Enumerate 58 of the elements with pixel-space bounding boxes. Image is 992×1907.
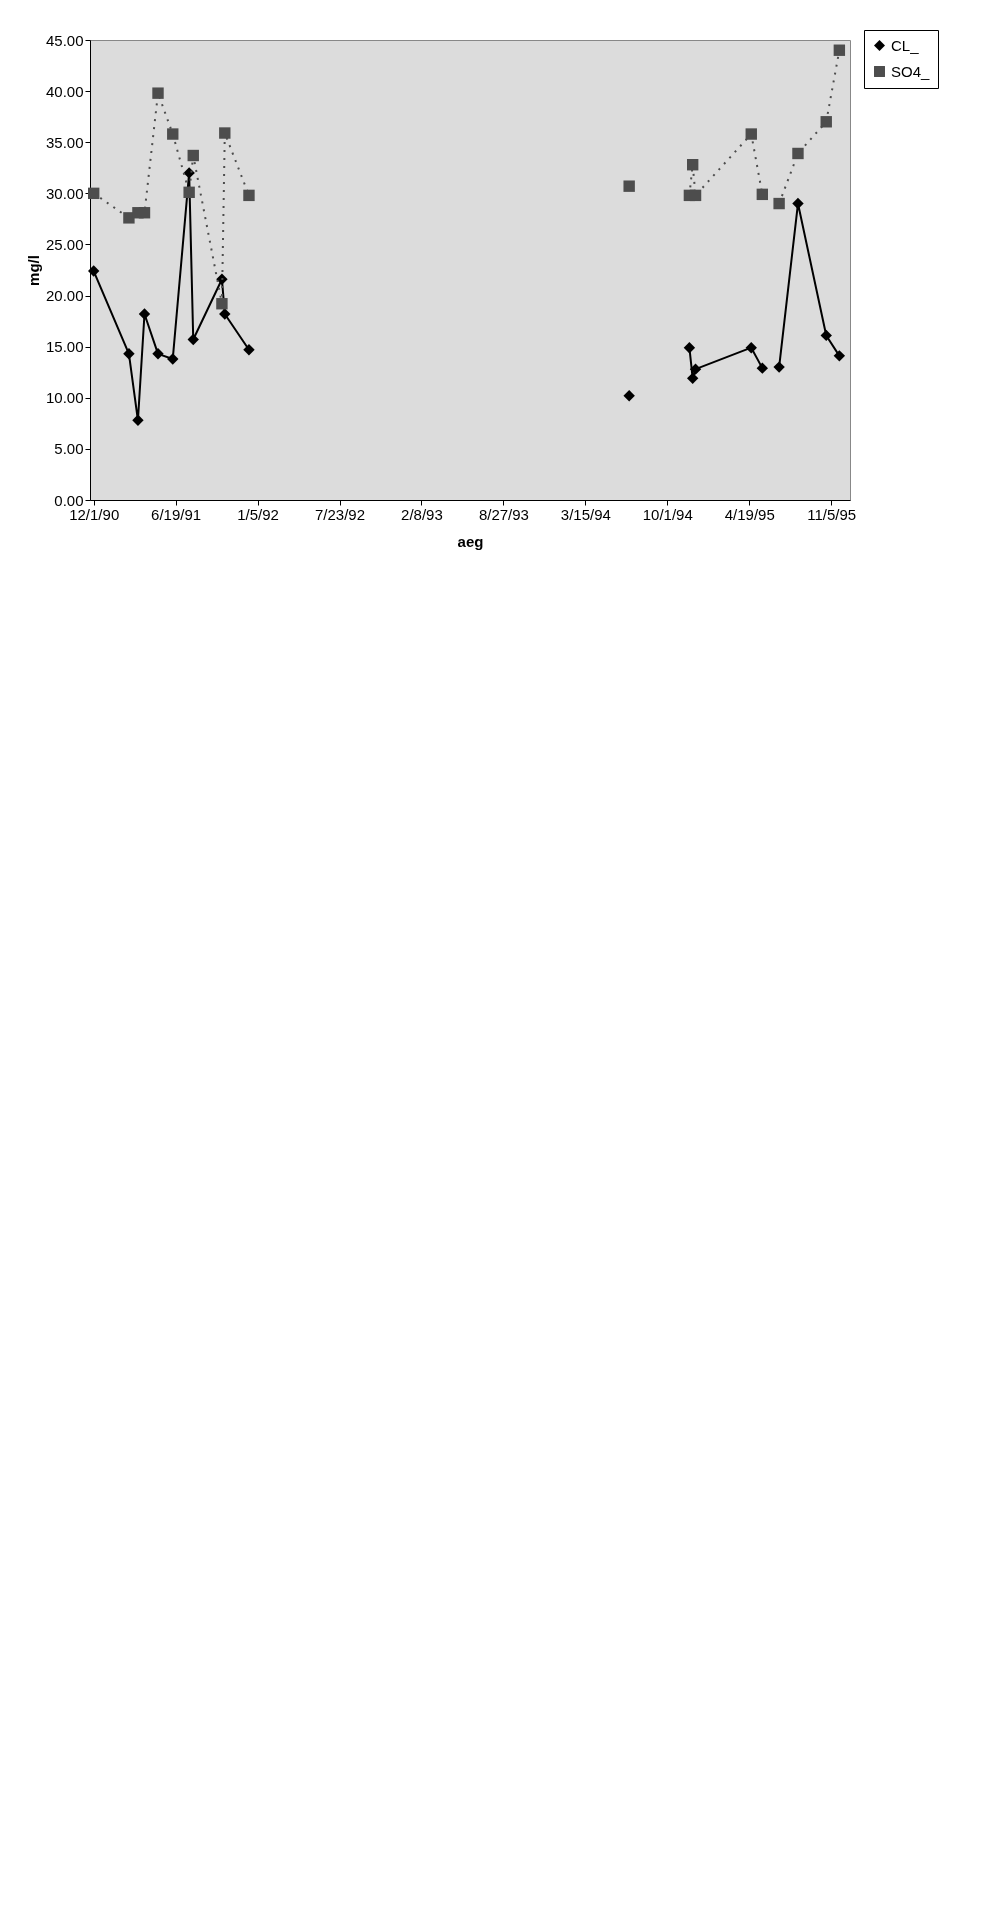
point bbox=[132, 414, 144, 426]
y-axis-title: mg/l bbox=[24, 255, 42, 286]
y-tick-label: 40.00 bbox=[45, 82, 84, 100]
point bbox=[686, 372, 699, 385]
x-tick-label: 1/5/92 bbox=[237, 505, 279, 523]
point bbox=[87, 187, 100, 200]
y-tick-label: 5.00 bbox=[54, 440, 84, 458]
point bbox=[745, 341, 757, 354]
point bbox=[243, 344, 255, 356]
point bbox=[689, 363, 702, 375]
legend-label: CL_ bbox=[891, 36, 920, 54]
point bbox=[773, 197, 785, 210]
point bbox=[773, 361, 785, 373]
x-tick-label: 4/19/95 bbox=[724, 505, 775, 523]
point bbox=[243, 189, 255, 202]
point bbox=[820, 116, 832, 128]
point bbox=[152, 348, 164, 360]
y-tick-label: 20.00 bbox=[45, 287, 84, 305]
point bbox=[686, 159, 699, 171]
point bbox=[167, 353, 179, 365]
point bbox=[745, 128, 757, 140]
x-tick-label: 10/1/94 bbox=[642, 505, 693, 523]
point bbox=[623, 390, 635, 402]
point bbox=[833, 350, 846, 362]
point bbox=[219, 308, 231, 320]
point bbox=[756, 188, 769, 201]
x-tick-label: 2/8/93 bbox=[401, 505, 443, 523]
point bbox=[820, 329, 832, 342]
point bbox=[683, 341, 696, 354]
y-tick-label: 10.00 bbox=[45, 389, 84, 407]
x-tick-label: 3/15/94 bbox=[560, 505, 611, 523]
x-tick-label: 8/27/93 bbox=[478, 505, 529, 523]
point bbox=[138, 207, 151, 219]
point bbox=[87, 265, 100, 277]
x-tick-label: 6/19/91 bbox=[151, 505, 202, 523]
point bbox=[187, 149, 199, 162]
y-tick-label: 30.00 bbox=[45, 184, 84, 202]
point bbox=[187, 333, 199, 346]
point bbox=[216, 298, 228, 310]
point bbox=[623, 180, 635, 192]
legend-label: SO4_ bbox=[891, 62, 931, 80]
point bbox=[833, 44, 846, 56]
y-tick-label: 25.00 bbox=[45, 235, 84, 253]
x-axis-title: aeg bbox=[457, 532, 484, 550]
point bbox=[167, 128, 179, 140]
point bbox=[123, 348, 135, 360]
y-tick-label: 45.00 bbox=[45, 31, 84, 49]
point bbox=[219, 127, 231, 139]
point bbox=[138, 308, 151, 320]
point bbox=[756, 362, 769, 374]
point bbox=[183, 186, 195, 199]
point bbox=[689, 189, 702, 202]
point bbox=[792, 147, 804, 160]
y-tick-label: 35.00 bbox=[45, 133, 84, 151]
y-tick-label: 15.00 bbox=[45, 338, 84, 356]
point bbox=[152, 87, 164, 99]
x-tick-label: 7/23/92 bbox=[314, 505, 366, 523]
x-tick-label: 11/5/95 bbox=[807, 505, 857, 523]
